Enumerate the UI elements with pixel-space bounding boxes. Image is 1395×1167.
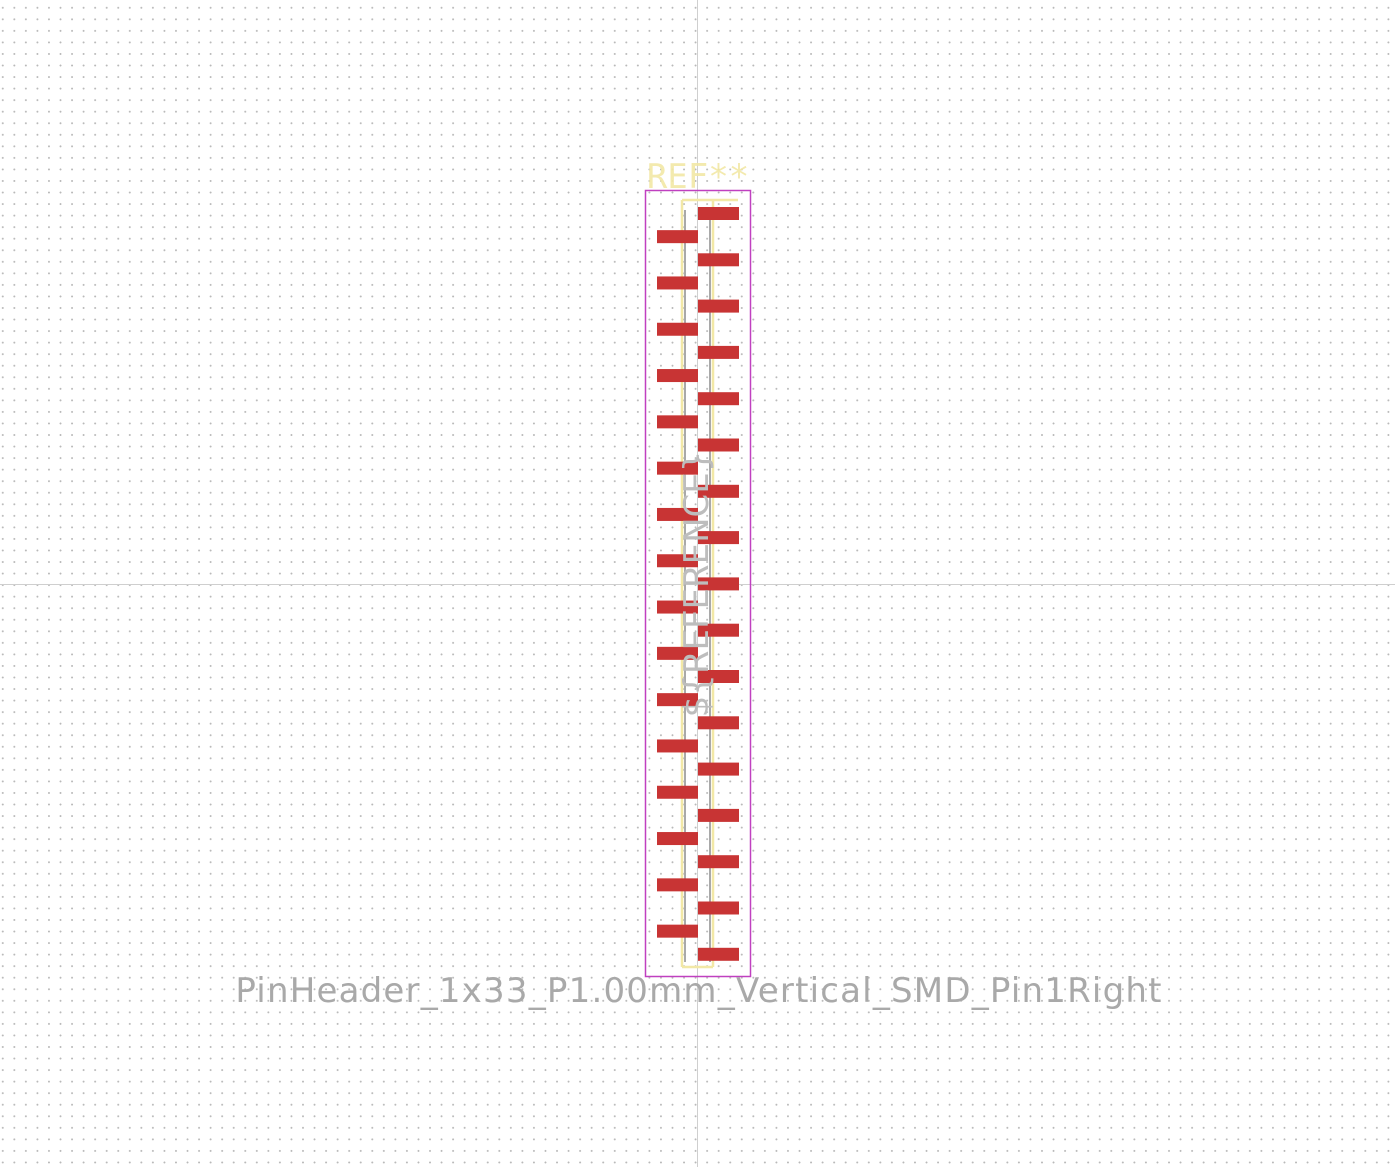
pad-27[interactable]: [698, 808, 739, 822]
pad-28[interactable]: [657, 832, 698, 846]
pad-30[interactable]: [657, 878, 698, 892]
pad-1[interactable]: [698, 207, 739, 220]
pad-32[interactable]: [657, 924, 698, 938]
pad-33[interactable]: [698, 947, 739, 961]
pad-11[interactable]: [698, 438, 739, 452]
pad-3[interactable]: [698, 253, 739, 267]
pad-17[interactable]: [698, 577, 739, 591]
pad-5[interactable]: [698, 299, 739, 313]
pads-group: [657, 207, 739, 961]
footprint-value[interactable]: PinHeader_1x33_P1.00mm_Vertical_SMD_Pin1…: [235, 971, 1162, 1011]
pad-14[interactable]: [657, 507, 698, 521]
pad-19[interactable]: [698, 623, 739, 637]
pad-12[interactable]: [657, 461, 698, 475]
fab-reference-text: ${REFERENCE}: [677, 451, 717, 718]
pad-23[interactable]: [698, 716, 739, 730]
pad-20[interactable]: [657, 646, 698, 660]
pad-24[interactable]: [657, 739, 698, 753]
pad-2[interactable]: [657, 230, 698, 244]
pad-22[interactable]: [657, 693, 698, 707]
pad-21[interactable]: [698, 670, 739, 683]
pad-29[interactable]: [698, 855, 739, 869]
pad-7[interactable]: [698, 345, 739, 359]
pad-31[interactable]: [698, 901, 739, 915]
pad-15[interactable]: [698, 531, 739, 545]
pad-9[interactable]: [698, 392, 739, 406]
pad-25[interactable]: [698, 762, 739, 776]
courtyard-outline: [644, 189, 752, 978]
pad-10[interactable]: [657, 415, 698, 429]
reference-designator[interactable]: REF**: [647, 157, 749, 197]
pad-4[interactable]: [657, 276, 698, 290]
pad-18[interactable]: [657, 600, 698, 614]
pad-16[interactable]: [657, 554, 698, 568]
pad-26[interactable]: [657, 785, 698, 799]
pad-8[interactable]: [657, 369, 698, 383]
pad-6[interactable]: [657, 322, 698, 336]
pad-13[interactable]: [698, 484, 739, 498]
